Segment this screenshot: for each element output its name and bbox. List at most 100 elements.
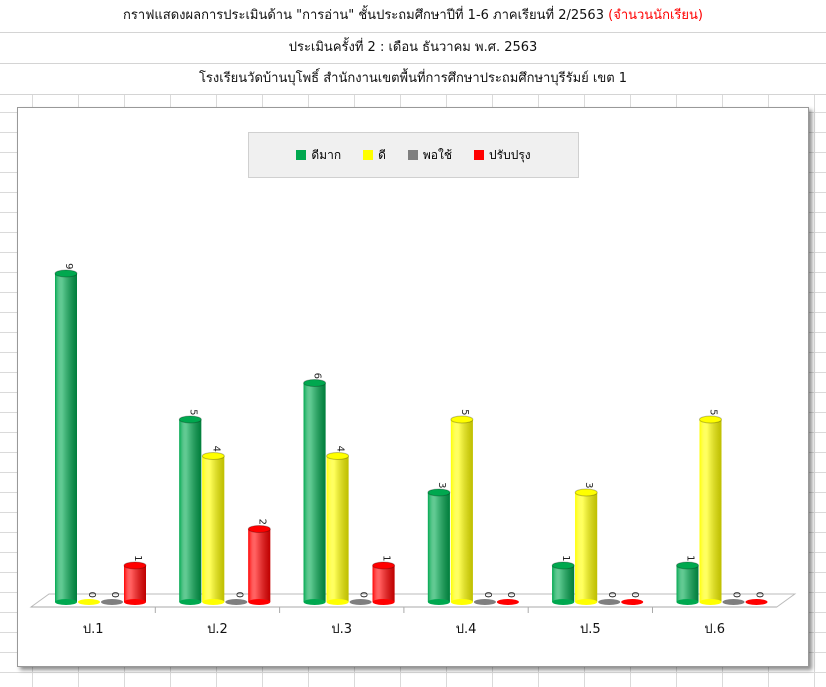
data-label: 3 [436, 482, 447, 488]
legend: ดีมาก ดี พอใช้ ปรับปรุง [248, 132, 579, 178]
bar-shade [124, 565, 146, 602]
bar-base [55, 599, 77, 605]
bar-shade [372, 565, 395, 602]
x-tick-label: ป.6 [704, 622, 725, 637]
bar-base [745, 599, 768, 605]
bar-top [676, 561, 699, 570]
school-row: โรงเรียนวัดบ้านบุโพธิ์ สำนักงานเขตพื้นที… [0, 64, 826, 95]
legend-swatch [474, 150, 485, 160]
x-tick-label: ป.5 [580, 622, 601, 637]
bar-top [551, 561, 575, 570]
x-tick-label: ป.3 [331, 622, 352, 637]
legend-item: ปรับปรุง [474, 146, 531, 165]
data-label: 3 [583, 482, 594, 488]
legend-swatch [296, 150, 307, 160]
bar-base [722, 599, 745, 605]
bar-shade [179, 419, 202, 602]
bar-shade [248, 529, 271, 602]
chart-area[interactable]: ดีมาก ดี พอใช้ ปรับปรุง ป.1 9 0 0 1 ป.2 5 4 0 2 ป.3 6 4… [17, 107, 809, 667]
data-label: 0 [233, 592, 244, 598]
chart-title: กราฟแสดงผลการประเมินด้าน "การอ่าน" ชั้นป… [123, 8, 604, 23]
bar-shade [303, 383, 326, 602]
chart-subtitle: ประเมินครั้งที่ 2 : เดือน ธันวาคม พ.ศ. 2… [288, 40, 538, 55]
data-label: 0 [358, 592, 369, 598]
bar-shade [699, 419, 722, 602]
bar-base [372, 599, 395, 605]
bar-top [178, 415, 202, 424]
data-label: 0 [505, 592, 516, 598]
title-row: กราฟแสดงผลการประเมินด้าน "การอ่าน" ชั้นป… [0, 0, 826, 33]
x-tick-label: ป.4 [456, 622, 477, 637]
bar-base [575, 599, 598, 605]
bar-shade [326, 456, 349, 602]
bar-base [248, 599, 271, 605]
legend-swatch [407, 150, 418, 160]
data-label: 0 [109, 592, 120, 598]
bar-top [123, 561, 147, 570]
data-label: 5 [459, 409, 470, 415]
bar-top [699, 415, 722, 424]
bar-base [427, 599, 450, 605]
bar-shade [450, 419, 473, 602]
bar-top [201, 452, 225, 460]
bar-base [552, 599, 575, 605]
data-label: 5 [187, 409, 198, 415]
data-label: 6 [312, 373, 323, 379]
bar-base [225, 599, 248, 605]
bar-top [326, 452, 350, 460]
bar-base [676, 599, 699, 605]
subtitle-row: ประเมินครั้งที่ 2 : เดือน ธันวาคม พ.ศ. 2… [0, 33, 826, 64]
bar-base [101, 599, 123, 605]
bar-base [450, 599, 473, 605]
bar-shade [676, 565, 699, 602]
bar-base [621, 599, 644, 605]
bar-base [598, 599, 621, 605]
data-label: 1 [560, 555, 571, 561]
bar-top [427, 488, 451, 497]
bar-top [54, 269, 78, 278]
legend-item: ดีมาก [296, 146, 341, 165]
bar-top [372, 561, 396, 570]
data-label: 1 [381, 555, 392, 561]
bar-top [574, 488, 598, 497]
chart-title-note: (จำนวนนักเรียน) [608, 8, 703, 23]
bar-top [450, 415, 474, 424]
bar-top [247, 525, 271, 533]
bar-base [202, 599, 225, 605]
data-label: 0 [731, 592, 742, 598]
data-label: 1 [685, 555, 696, 561]
bar-base [699, 599, 722, 605]
bar-base [303, 599, 326, 605]
bar-base [179, 599, 202, 605]
legend-label: ดีมาก [311, 147, 342, 162]
legend-label: พอใช้ [422, 147, 453, 162]
x-tick-label: ป.1 [83, 622, 104, 637]
legend-label: ดี [378, 147, 386, 162]
school-name: โรงเรียนวัดบ้านบุโพธิ์ สำนักงานเขตพื้นที… [198, 71, 628, 86]
bar-base [349, 599, 372, 605]
bar-shade [575, 492, 598, 602]
bar-shade [427, 492, 450, 602]
bar-base [326, 599, 349, 605]
legend-item: ดี [363, 146, 386, 165]
data-label: 0 [754, 592, 765, 598]
x-tick-label: ป.2 [207, 622, 228, 637]
bar-top [303, 379, 327, 387]
bar-shade [552, 565, 575, 602]
data-label: 1 [132, 555, 143, 561]
data-label: 0 [606, 592, 617, 598]
legend-label: ปรับปรุง [489, 147, 531, 162]
data-label: 0 [86, 592, 97, 598]
bar-base [473, 599, 496, 605]
legend-swatch [363, 150, 374, 160]
data-label: 4 [335, 446, 346, 452]
bar-shade [55, 273, 77, 602]
data-label: 0 [482, 592, 493, 598]
data-label: 2 [256, 519, 267, 525]
plot-area: ป.1 9 0 0 1 ป.2 5 4 0 2 ป.3 6 4 0 1 ป.4 3 5 0 0 ป.5 1 3 0 0 ป.6 1 5… [29, 263, 797, 637]
legend-item: พอใช้ [407, 146, 453, 165]
data-label: 0 [629, 592, 640, 598]
bar-base [78, 599, 100, 605]
data-label: 5 [708, 409, 719, 415]
data-label: 4 [210, 446, 221, 452]
